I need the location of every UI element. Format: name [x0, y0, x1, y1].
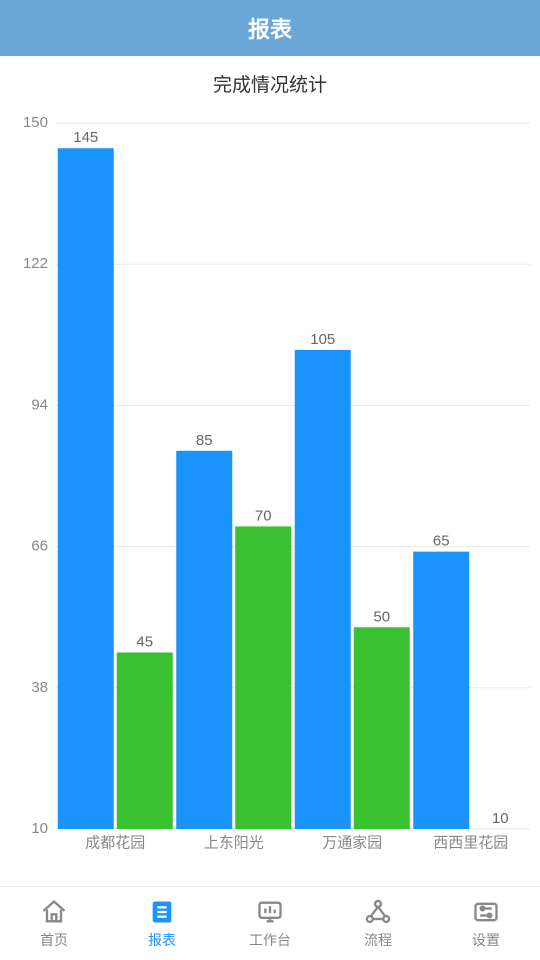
app-header: 报表 [0, 0, 540, 56]
app-header-title: 报表 [248, 12, 292, 44]
process-icon [363, 897, 393, 927]
nav-item-home[interactable]: 首页 [0, 887, 108, 960]
chart-bar [295, 350, 351, 829]
chart-bar [235, 526, 291, 829]
completion-bar-chart: 10 38 66 94 122 150 145 45 成都花园 85 70 上东阳光 105 50 万通家园… [0, 103, 540, 873]
chart-ytick-label: 38 [31, 679, 48, 696]
chart-bar [58, 148, 114, 829]
chart-bar [176, 451, 232, 829]
settings-icon [471, 897, 501, 927]
workbench-icon [255, 897, 285, 927]
chart-bar-value: 70 [255, 507, 272, 524]
nav-item-label: 流程 [364, 930, 392, 950]
chart-ytick-label: 150 [23, 114, 48, 131]
chart-xtick-label: 上东阳光 [204, 834, 264, 851]
report-icon [147, 897, 177, 927]
nav-item-label: 报表 [148, 930, 176, 950]
chart-xtick-label: 万通家园 [322, 834, 382, 851]
chart-ytick-label: 66 [31, 538, 48, 555]
chart-bar-value: 145 [73, 129, 98, 146]
chart-bar-value: 50 [373, 608, 390, 625]
nav-item-report[interactable]: 报表 [108, 887, 216, 960]
chart-bar [354, 627, 410, 829]
chart-bar-value: 45 [136, 634, 153, 651]
chart-container: 10 38 66 94 122 150 145 45 成都花园 85 70 上东阳光 105 50 万通家园… [0, 103, 540, 873]
nav-item-label: 工作台 [249, 930, 291, 950]
chart-ytick-label: 94 [31, 396, 48, 413]
nav-item-label: 设置 [472, 930, 500, 950]
nav-item-workbench[interactable]: 工作台 [216, 887, 324, 960]
nav-item-label: 首页 [40, 930, 68, 950]
chart-bar [117, 653, 173, 830]
chart-ytick-label: 10 [31, 820, 48, 837]
chart-bar-value: 85 [196, 432, 213, 449]
chart-xtick-label: 西西里花园 [433, 834, 508, 851]
home-icon [39, 897, 69, 927]
chart-bar-value: 65 [433, 533, 450, 550]
chart-bar [413, 552, 469, 829]
nav-item-process[interactable]: 流程 [324, 887, 432, 960]
nav-item-settings[interactable]: 设置 [432, 887, 540, 960]
chart-bar-value: 105 [310, 331, 335, 348]
chart-title: 完成情况统计 [0, 56, 540, 103]
chart-xtick-label: 成都花园 [85, 834, 145, 851]
chart-ytick-label: 122 [23, 255, 48, 272]
bottom-nav: 首页 报表 工作台 流程 设置 [0, 886, 540, 960]
chart-bar-value: 10 [492, 810, 509, 827]
